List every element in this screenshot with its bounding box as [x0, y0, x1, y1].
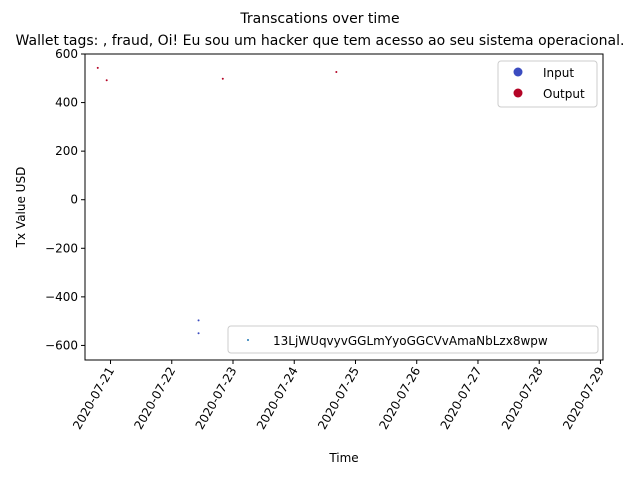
legend-label-input: Input: [543, 66, 574, 80]
y-tick-label: 400: [55, 96, 78, 110]
y-axis: −600 −400 −200 0 200 400 600: [45, 47, 85, 352]
legend-box: [497, 60, 598, 108]
axes-frame: [84, 53, 604, 361]
legend-wallet: 13LjWUqvyvGGLmYyoGGCVvAmaNbLzx8wpw: [227, 325, 599, 354]
data-point-output: [221, 77, 224, 80]
x-tick-label: 2020-07-24: [254, 365, 301, 432]
legend-label-wallet: 13LjWUqvyvGGLmYyoGGCVvAmaNbLzx8wpw: [273, 334, 548, 348]
chart-title: Transcations over time: [239, 11, 399, 27]
y-axis-label: Tx Value USD: [14, 167, 28, 249]
x-tick-label: 2020-07-28: [499, 365, 546, 432]
data-point-input: [197, 319, 200, 322]
legend-marker-input: [513, 67, 523, 77]
x-tick-label: 2020-07-22: [131, 365, 178, 432]
y-tick-label: 0: [70, 193, 78, 207]
y-tick-label: −400: [45, 290, 78, 304]
x-tick-label: 2020-07-21: [70, 365, 117, 432]
legend-label-output: Output: [543, 87, 585, 101]
y-tick-label: −600: [45, 338, 78, 352]
x-tick-label: 2020-07-27: [438, 365, 485, 432]
data-points: [96, 66, 338, 335]
plot-area: [84, 53, 604, 361]
y-tick-label: −200: [45, 241, 78, 255]
data-point-input: [197, 332, 200, 335]
data-point-output: [105, 79, 108, 82]
x-tick-label: 2020-07-23: [193, 365, 240, 432]
legend-marker-wallet: [247, 339, 249, 341]
chart-subtitle: Wallet tags: , fraud, Oi! Eu sou um hack…: [16, 33, 625, 49]
x-tick-label: 2020-07-25: [315, 365, 362, 432]
x-axis-label: Time: [328, 451, 358, 465]
data-point-output: [335, 70, 338, 73]
legend-box: [227, 325, 599, 354]
y-tick-label: 200: [55, 144, 78, 158]
x-tick-label: 2020-07-29: [560, 365, 607, 432]
y-tick-label: 600: [55, 47, 78, 61]
x-tick-label: 2020-07-26: [376, 365, 423, 432]
legend-input-output: Input Output: [497, 60, 598, 108]
data-point-output: [96, 66, 99, 69]
legend-marker-output: [513, 88, 523, 98]
x-axis: 2020-07-21 2020-07-22 2020-07-23 2020-07-24…: [70, 360, 607, 432]
